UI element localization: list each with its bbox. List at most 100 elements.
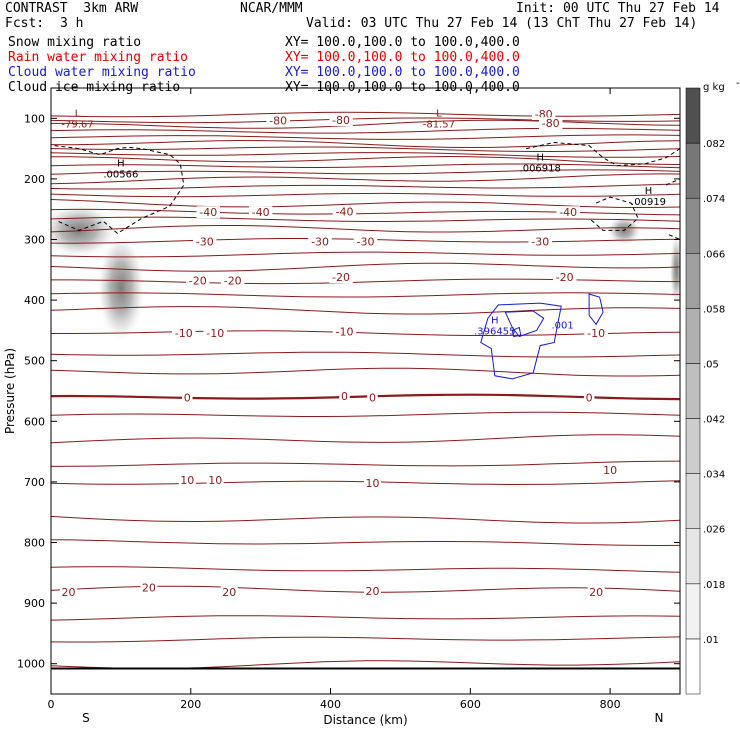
- isotherm-label-bg: [266, 114, 290, 127]
- extremum-value: .396455: [474, 327, 515, 338]
- extremum-value: -79.67: [61, 119, 93, 130]
- isotherm-line: [51, 134, 680, 140]
- isotherm-label-bg: [140, 581, 158, 594]
- legend-snow-xy: XY= 100.0,100.0 to 100.0,400.0: [285, 35, 520, 50]
- y-tick-label: 700: [24, 476, 45, 489]
- isotherm-line: [51, 163, 680, 169]
- colorbar-swatch: [685, 528, 701, 585]
- colorbar-level: .066: [703, 249, 725, 260]
- colorbar-unit: g kg: [703, 82, 725, 93]
- isotherm-line: [51, 208, 680, 216]
- colorbar-swatch: [685, 583, 701, 640]
- isotherm-label: -20: [224, 275, 242, 288]
- isotherm-line: [51, 152, 680, 158]
- extremum-marker: H: [117, 159, 125, 170]
- x-tick-label: 400: [320, 698, 341, 711]
- legend-rain: Rain water mixing ratio: [8, 50, 189, 65]
- isotherm-label: 20: [222, 586, 236, 599]
- isotherm-line: [51, 351, 680, 358]
- org-title: NCAR/MMM: [240, 1, 303, 16]
- snow-shading: [51, 203, 680, 343]
- isotherm-line: [51, 183, 680, 190]
- isotherm-label: -10: [206, 327, 224, 340]
- isotherm-line: [51, 292, 680, 298]
- y-tick-label: 100: [24, 112, 45, 125]
- init-time: Init: 00 UTC Thu 27 Feb 14: [516, 1, 720, 16]
- legend-snow: Snow mixing ratio: [8, 35, 142, 50]
- isotherm-label-bg: [601, 463, 619, 476]
- colorbar-swatch: [685, 197, 701, 254]
- colorbar-level: .05: [703, 359, 719, 370]
- isotherm-line: [51, 146, 680, 152]
- isotherm-label: 0: [184, 392, 191, 405]
- extremum-marker: H: [536, 153, 544, 164]
- y-tick-label: 900: [24, 597, 45, 610]
- isotherm-label: -80: [332, 114, 350, 127]
- isotherm-label-bg: [531, 108, 556, 121]
- colorbar-level: .026: [703, 525, 725, 536]
- cloud-ice-contour-2: [588, 196, 639, 231]
- isotherm-line: [51, 111, 680, 118]
- isotherm-label-bg: [363, 477, 381, 490]
- isotherm-label-bg: [308, 235, 332, 248]
- isotherm-label: 10: [208, 474, 222, 487]
- isotherm-line: [51, 169, 680, 175]
- colorbar-level: .042: [703, 415, 725, 426]
- forecast-label: Fcst:: [5, 16, 45, 31]
- contour-labels: -80 -80 -80-80-40 -40 -40 -40-30 -30 -30 -30-20-…: [59, 108, 666, 599]
- valid-time: Valid: 03 UTC Thu 27 Feb 14 (13 ChT Thu …: [306, 16, 698, 31]
- y-tick-label: 200: [24, 173, 45, 186]
- y-tick-label: 600: [24, 415, 45, 428]
- x-tick-label: 800: [600, 698, 621, 711]
- isotherm-label-bg: [528, 235, 552, 248]
- cloud-water-contour-2: [588, 293, 604, 326]
- isotherm-line: [51, 539, 680, 547]
- isotherm-label: -10: [336, 326, 354, 339]
- colorbar-level: .074: [703, 194, 725, 205]
- cloud-ice-contour-3: [665, 178, 680, 241]
- snow-blob-3: [669, 233, 680, 307]
- isotherm-label: -80: [269, 115, 287, 128]
- isotherm-line: [51, 411, 680, 417]
- y-tick-label: 500: [24, 355, 45, 368]
- isotherm-label-bg: [332, 205, 357, 218]
- isotherm-line: [51, 566, 680, 573]
- isotherm-line: [51, 367, 680, 377]
- isotherm-label-bg: [59, 586, 77, 599]
- cloud-water-contour-0: [480, 302, 562, 380]
- cloud-water-contour-1: [504, 310, 545, 338]
- isotherm-label: -40: [336, 206, 354, 219]
- isotherm-line: [51, 127, 680, 134]
- y-tick-label: 400: [24, 294, 45, 307]
- isotherm-label-bg: [556, 206, 580, 219]
- temperature-isotherms: [51, 111, 680, 670]
- isotherm-label: -30: [311, 235, 329, 248]
- extremum-value: .00919: [631, 197, 666, 208]
- colorbar-swatch: [685, 253, 701, 309]
- isotherm-label: 20: [61, 586, 75, 599]
- legend-rain-xy: XY= 100.0,100.0 to 100.0,400.0: [285, 50, 520, 65]
- isotherm-label-bg: [172, 326, 196, 339]
- extremum-value: .006918: [520, 164, 561, 175]
- isotherm-line: [51, 434, 680, 444]
- isotherm-label-bg: [583, 391, 595, 404]
- isotherm-line: [51, 306, 680, 315]
- x-end-label-north: N: [655, 711, 664, 725]
- isotherm-label-bg: [178, 474, 196, 487]
- isotherm-label: -20: [189, 275, 207, 288]
- x-tick-label: 200: [180, 698, 201, 711]
- isotherm-label-bg: [367, 391, 378, 404]
- legend-cloud-water-xy: XY= 100.0,100.0 to 100.0,400.0: [285, 65, 520, 80]
- isotherm-line: [51, 278, 680, 285]
- extremum-marker: H: [491, 316, 499, 327]
- isotherm-label-bg: [193, 235, 217, 248]
- colorbar-swatch: [685, 418, 701, 474]
- isotherm-label: 0: [369, 392, 376, 405]
- colorbar: .01 .018 .026 .034 .042 .05 .058 .066 .074 .082 g …: [685, 78, 740, 695]
- colorbar-swatch: [685, 308, 701, 364]
- extremum-marker: L: [75, 108, 81, 119]
- snow-blob-1: [96, 233, 146, 343]
- isotherm-label-bg: [196, 206, 220, 219]
